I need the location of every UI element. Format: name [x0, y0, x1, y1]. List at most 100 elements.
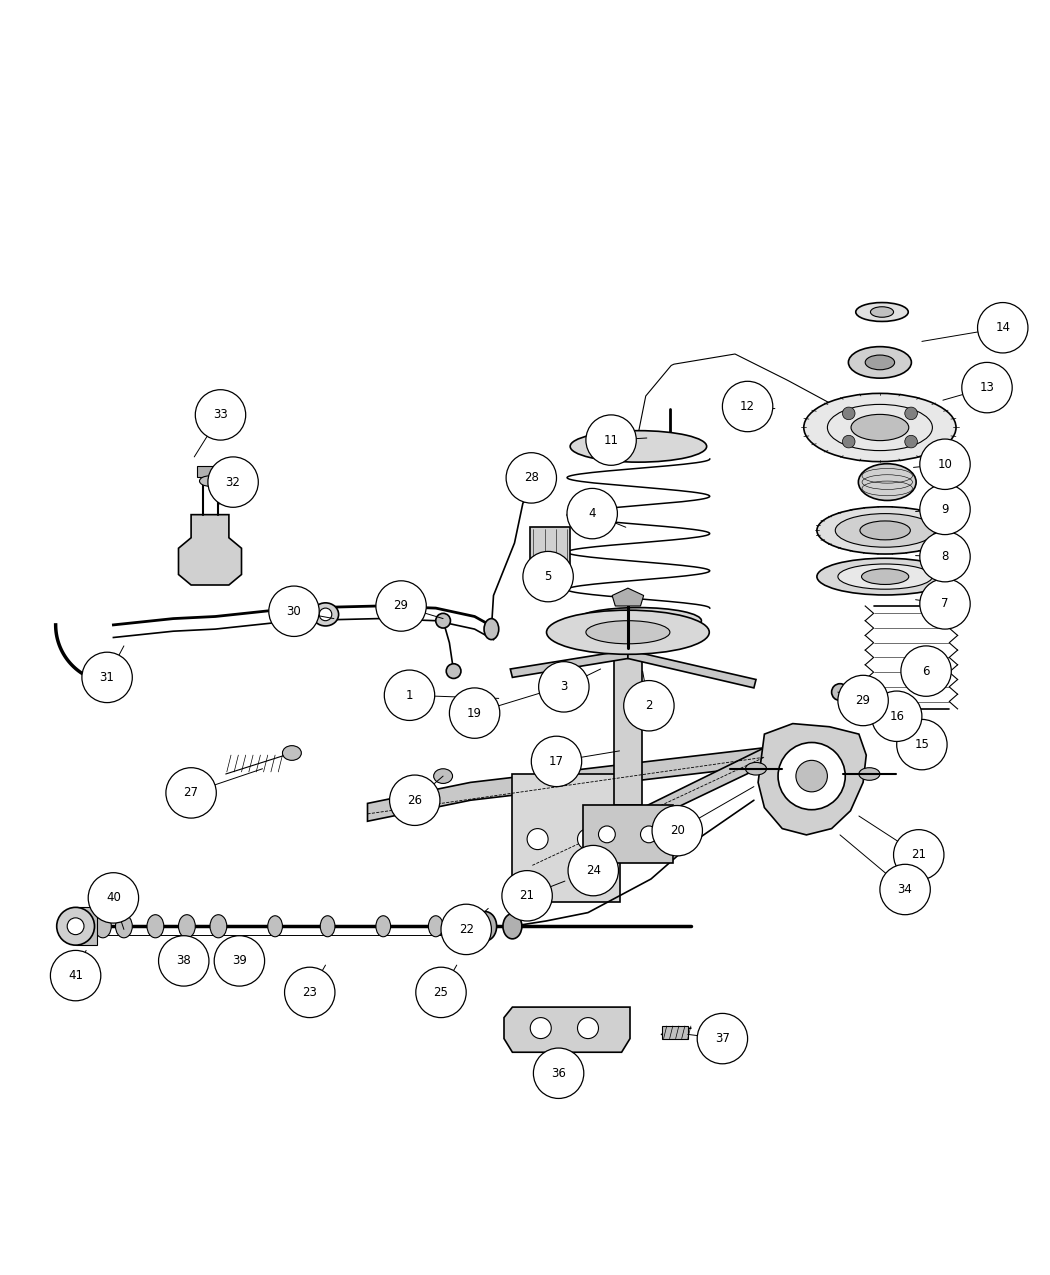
Ellipse shape: [570, 431, 707, 462]
Polygon shape: [368, 747, 764, 821]
Text: 21: 21: [911, 848, 926, 862]
Text: 39: 39: [232, 955, 247, 968]
Ellipse shape: [446, 664, 461, 678]
Ellipse shape: [859, 464, 916, 501]
Ellipse shape: [640, 826, 657, 843]
Text: 21: 21: [520, 889, 534, 903]
Circle shape: [778, 742, 845, 810]
Ellipse shape: [319, 608, 332, 621]
Ellipse shape: [313, 603, 338, 626]
Circle shape: [502, 871, 552, 921]
Text: 6: 6: [922, 664, 930, 677]
Circle shape: [269, 586, 319, 636]
Text: 9: 9: [941, 502, 949, 516]
Ellipse shape: [586, 621, 670, 644]
Circle shape: [533, 1048, 584, 1099]
Text: 25: 25: [434, 986, 448, 998]
Circle shape: [722, 381, 773, 432]
Polygon shape: [178, 515, 242, 585]
Text: 26: 26: [407, 794, 422, 807]
Ellipse shape: [838, 564, 932, 589]
Text: 17: 17: [549, 755, 564, 768]
Ellipse shape: [598, 826, 615, 843]
Text: 34: 34: [898, 884, 912, 896]
Polygon shape: [628, 650, 756, 688]
Text: 15: 15: [915, 738, 929, 751]
Circle shape: [905, 407, 918, 419]
Circle shape: [624, 681, 674, 731]
Ellipse shape: [434, 769, 453, 783]
Circle shape: [531, 736, 582, 787]
Circle shape: [390, 775, 440, 825]
Text: 41: 41: [68, 969, 83, 982]
Text: 13: 13: [980, 381, 994, 394]
Ellipse shape: [861, 569, 908, 584]
Circle shape: [523, 551, 573, 602]
Circle shape: [652, 806, 702, 856]
Circle shape: [568, 845, 618, 896]
Circle shape: [838, 676, 888, 725]
Ellipse shape: [470, 915, 485, 937]
Circle shape: [539, 662, 589, 711]
Text: 38: 38: [176, 955, 191, 968]
Text: 4: 4: [588, 507, 596, 520]
Circle shape: [880, 864, 930, 914]
Ellipse shape: [505, 915, 520, 937]
Ellipse shape: [530, 478, 545, 499]
Text: 29: 29: [394, 599, 408, 612]
Ellipse shape: [178, 914, 195, 938]
Polygon shape: [614, 627, 642, 806]
Circle shape: [50, 950, 101, 1001]
Circle shape: [872, 691, 922, 742]
Circle shape: [842, 407, 855, 419]
Circle shape: [441, 904, 491, 955]
Text: 16: 16: [889, 710, 904, 723]
Text: 32: 32: [226, 476, 240, 488]
Ellipse shape: [859, 768, 880, 780]
Polygon shape: [584, 806, 672, 863]
Circle shape: [920, 532, 970, 581]
Circle shape: [920, 439, 970, 490]
Polygon shape: [758, 724, 866, 835]
Circle shape: [901, 646, 951, 696]
Circle shape: [920, 484, 970, 534]
Circle shape: [376, 581, 426, 631]
Circle shape: [57, 908, 94, 945]
Ellipse shape: [848, 347, 911, 379]
Polygon shape: [612, 588, 644, 606]
Text: 29: 29: [856, 694, 870, 708]
Text: 24: 24: [586, 864, 601, 877]
Text: 27: 27: [184, 787, 198, 799]
Ellipse shape: [376, 915, 391, 937]
Ellipse shape: [817, 558, 953, 595]
Text: 12: 12: [740, 400, 755, 413]
Ellipse shape: [746, 762, 766, 775]
Ellipse shape: [870, 307, 894, 317]
Polygon shape: [197, 467, 224, 477]
Text: 31: 31: [100, 671, 114, 683]
Circle shape: [449, 688, 500, 738]
Circle shape: [894, 830, 944, 880]
Circle shape: [842, 435, 855, 448]
Ellipse shape: [860, 521, 910, 539]
Ellipse shape: [836, 514, 936, 547]
Ellipse shape: [436, 613, 450, 629]
Text: 30: 30: [287, 604, 301, 618]
Circle shape: [905, 435, 918, 448]
Text: 8: 8: [941, 550, 949, 564]
Text: 1: 1: [405, 688, 414, 701]
Text: 33: 33: [213, 408, 228, 422]
Ellipse shape: [268, 915, 282, 937]
Circle shape: [195, 390, 246, 440]
Circle shape: [416, 968, 466, 1017]
Ellipse shape: [865, 354, 895, 370]
Text: 11: 11: [604, 434, 618, 446]
Ellipse shape: [94, 914, 111, 938]
Ellipse shape: [817, 506, 953, 555]
Text: 3: 3: [560, 681, 568, 694]
Polygon shape: [510, 650, 628, 677]
Circle shape: [88, 872, 139, 923]
Text: 37: 37: [715, 1031, 730, 1046]
Ellipse shape: [474, 912, 497, 941]
Ellipse shape: [575, 608, 701, 634]
